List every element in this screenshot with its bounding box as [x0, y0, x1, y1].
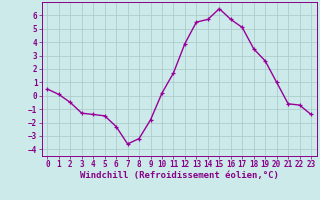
X-axis label: Windchill (Refroidissement éolien,°C): Windchill (Refroidissement éolien,°C) [80, 171, 279, 180]
